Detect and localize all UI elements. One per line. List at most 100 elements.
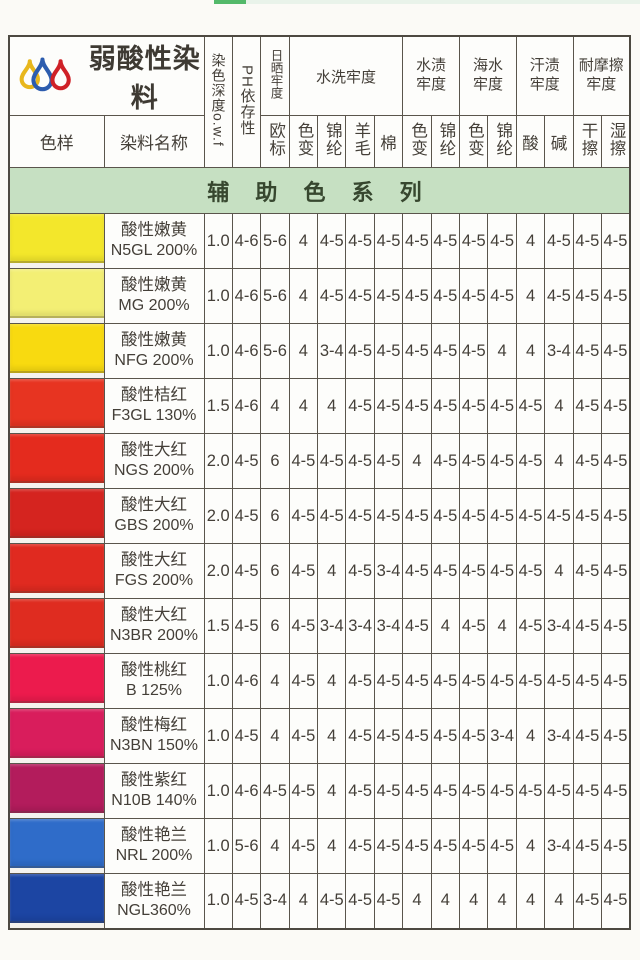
fastness-value-cell: 4-5 bbox=[515, 653, 546, 709]
fastness-value-cell: 4-5 bbox=[345, 818, 375, 874]
dye-name-cell: 酸性桃红 B 125% bbox=[103, 653, 205, 709]
fastness-value-cell: 4-5 bbox=[601, 433, 631, 489]
fastness-value-cell: 4-5 bbox=[572, 543, 603, 599]
fastness-value-cell: 2.0 bbox=[203, 433, 233, 489]
dye-fastness-table: 弱酸性染料 染色深度o.w.f PH依存性 日晒牢度 水洗牢度 水渍 牢度 海水… bbox=[8, 35, 631, 930]
fastness-value-cell: 4 bbox=[544, 378, 574, 434]
fastness-value-cell: 4-5 bbox=[345, 763, 375, 819]
fastness-value-cell: 4-5 bbox=[317, 268, 347, 324]
dye-code: N3BN 150% bbox=[109, 737, 199, 755]
fastness-value-cell: 4 bbox=[260, 653, 290, 709]
fastness-value-cell: 4 bbox=[288, 268, 319, 324]
sub-header-wash-shade: 色变 bbox=[288, 115, 319, 168]
sub-header-water-shade: 色变 bbox=[402, 115, 432, 168]
dye-code: MG 200% bbox=[118, 297, 190, 315]
fastness-value-cell: 5-6 bbox=[231, 818, 262, 874]
fastness-value-cell: 4-5 bbox=[459, 708, 489, 764]
fastness-value-cell: 4-5 bbox=[572, 378, 603, 434]
dye-name-cell: 酸性大红 N3BR 200% bbox=[103, 598, 205, 654]
fastness-value-cell: 4 bbox=[487, 323, 517, 379]
fastness-value-cell: 4-6 bbox=[231, 268, 262, 324]
dye-name-cell: 酸性大红 FGS 200% bbox=[103, 543, 205, 599]
fastness-value-cell: 4-5 bbox=[572, 268, 603, 324]
dye-code: NFG 200% bbox=[114, 352, 194, 370]
fastness-value-cell: 6 bbox=[260, 543, 290, 599]
fastness-value-cell: 1.0 bbox=[203, 873, 233, 929]
col-header-ph: PH依存性 bbox=[231, 35, 262, 168]
fastness-value-cell: 4-5 bbox=[345, 488, 375, 544]
fastness-value-cell: 5-6 bbox=[260, 323, 290, 379]
fastness-value-cell: 4-5 bbox=[515, 433, 546, 489]
fastness-value-cell: 4-5 bbox=[373, 653, 404, 709]
fastness-value-cell: 4-5 bbox=[317, 873, 347, 929]
table-row: 酸性嫩黄 N5GL 200% 1.0 4-6 5-6 4 4-5 4-5 4-5 4-5 4-5 4-… bbox=[8, 213, 631, 269]
group-header-water: 水渍 牢度 bbox=[402, 35, 461, 116]
fastness-value-cell: 4-5 bbox=[487, 543, 517, 599]
fastness-value-cell: 4-5 bbox=[544, 653, 574, 709]
fastness-value-cell: 4-5 bbox=[231, 873, 262, 929]
fastness-value-cell: 4-5 bbox=[373, 378, 404, 434]
sub-header-wash-cotton: 棉 bbox=[373, 115, 404, 168]
sub-header-rub-wet: 湿擦 bbox=[601, 115, 631, 168]
color-swatch bbox=[10, 379, 103, 428]
fastness-value-cell: 4-5 bbox=[601, 598, 631, 654]
dye-name-cell: 酸性艳兰 NRL 200% bbox=[103, 818, 205, 874]
fastness-value-cell: 4 bbox=[288, 213, 319, 269]
fastness-value-cell: 4-5 bbox=[373, 708, 404, 764]
table-row: 酸性大红 NGS 200% 2.0 4-5 6 4-5 4-5 4-5 4-5 4 4-5 4-5 4-… bbox=[8, 433, 631, 489]
fastness-value-cell: 4-5 bbox=[572, 488, 603, 544]
fastness-value-cell: 4-5 bbox=[402, 708, 432, 764]
color-swatch-cell bbox=[8, 818, 105, 874]
color-swatch bbox=[10, 819, 103, 868]
dye-name: 酸性嫩黄 bbox=[121, 220, 187, 239]
dye-code: NGS 200% bbox=[113, 462, 195, 480]
dye-name-cell: 酸性桔红 F3GL 130% bbox=[103, 378, 205, 434]
dye-name: 酸性嫩黄 bbox=[121, 275, 187, 294]
brand-title: 弱酸性染料 bbox=[88, 44, 201, 113]
fastness-value-cell: 4-5 bbox=[288, 818, 319, 874]
fastness-value-cell: 3-4 bbox=[544, 598, 574, 654]
fastness-value-cell: 5-6 bbox=[260, 268, 290, 324]
fastness-value-cell: 4-5 bbox=[459, 653, 489, 709]
group-header-wash: 水洗牢度 bbox=[288, 35, 404, 116]
header-row-groups: 弱酸性染料 染色深度o.w.f PH依存性 日晒牢度 水洗牢度 水渍 牢度 海水… bbox=[8, 35, 631, 168]
fastness-value-cell: 4-5 bbox=[373, 873, 404, 929]
sub-header-light-eu: 欧标 bbox=[260, 115, 290, 168]
color-swatch bbox=[10, 764, 103, 813]
table-row: 酸性艳兰 NRL 200% 1.0 5-6 4 4-5 4 4-5 4-5 4-5 4-5 4-5 4-… bbox=[8, 818, 631, 874]
fastness-value-cell: 4-5 bbox=[459, 268, 489, 324]
fastness-value-cell: 4 bbox=[402, 873, 432, 929]
fastness-value-cell: 4-5 bbox=[601, 213, 631, 269]
fastness-value-cell: 1.0 bbox=[203, 213, 233, 269]
sub-header-sea-nylon: 锦纶 bbox=[487, 115, 517, 168]
fastness-value-cell: 4-5 bbox=[231, 433, 262, 489]
fastness-value-cell: 4-5 bbox=[487, 818, 517, 874]
fastness-value-cell: 4-5 bbox=[231, 488, 262, 544]
fastness-value-cell: 4-5 bbox=[373, 488, 404, 544]
sub-header-wash-wool: 羊毛 bbox=[345, 115, 375, 168]
col-header-sample: 色样 bbox=[8, 115, 105, 168]
fastness-value-cell: 4-5 bbox=[317, 213, 347, 269]
fastness-value-cell: 3-4 bbox=[544, 323, 574, 379]
fastness-value-cell: 4 bbox=[459, 873, 489, 929]
fastness-value-cell: 4 bbox=[487, 873, 517, 929]
fastness-value-cell: 4-5 bbox=[430, 433, 461, 489]
dye-name-cell: 酸性嫩黄 MG 200% bbox=[103, 268, 205, 324]
fastness-value-cell: 6 bbox=[260, 488, 290, 544]
fastness-value-cell: 4-5 bbox=[487, 378, 517, 434]
series-banner: 辅 助 色 系 列 bbox=[8, 167, 631, 214]
fastness-value-cell: 4 bbox=[515, 708, 546, 764]
fastness-value-cell: 4-5 bbox=[487, 213, 517, 269]
dye-name: 酸性桔红 bbox=[121, 385, 187, 404]
color-swatch bbox=[10, 214, 103, 263]
fastness-value-cell: 3-4 bbox=[317, 323, 347, 379]
fastness-value-cell: 1.0 bbox=[203, 323, 233, 379]
fastness-value-cell: 4-5 bbox=[515, 543, 546, 599]
fastness-value-cell: 4-5 bbox=[402, 818, 432, 874]
fastness-value-cell: 1.0 bbox=[203, 268, 233, 324]
fastness-value-cell: 2.0 bbox=[203, 543, 233, 599]
table-row: 酸性大红 GBS 200% 2.0 4-5 6 4-5 4-5 4-5 4-5 4-5 4-5 4-5… bbox=[8, 488, 631, 544]
fastness-value-cell: 4-5 bbox=[288, 598, 319, 654]
fastness-value-cell: 2.0 bbox=[203, 488, 233, 544]
dye-name-cell: 酸性梅红 N3BN 150% bbox=[103, 708, 205, 764]
